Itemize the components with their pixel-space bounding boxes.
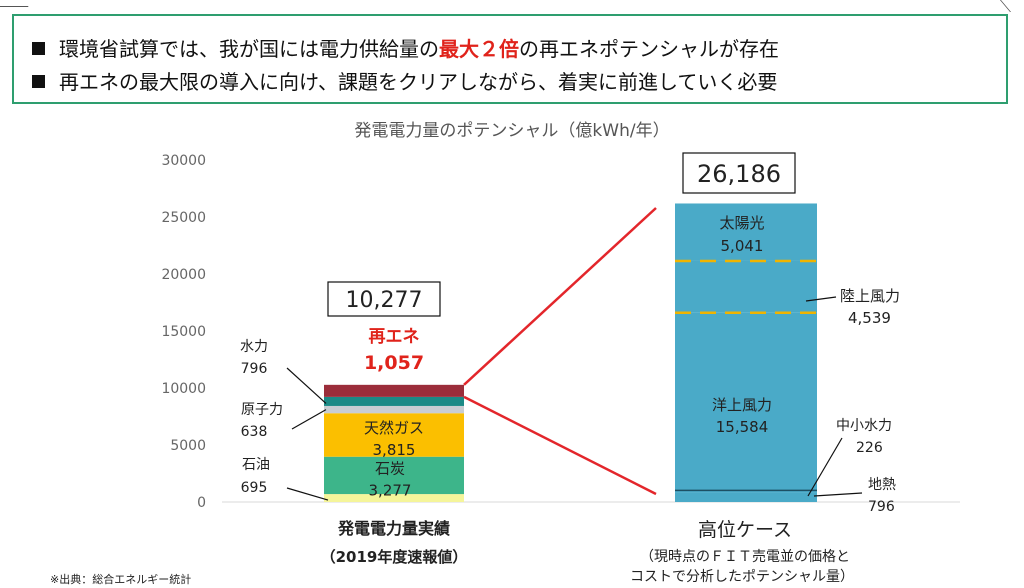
leader-line-oil xyxy=(286,487,329,501)
label-oil-value: 695 xyxy=(241,480,268,496)
total-box-potential xyxy=(682,152,796,194)
source-note: ※出典：総合エネルギー統計 xyxy=(50,573,192,586)
label-coal-value: 3,277 xyxy=(369,481,412,499)
bar-segment-lng xyxy=(324,413,464,457)
summary-line-1: 環境省試算では、我が国には電力供給量の最大２倍の再エネポテンシャルが存在 xyxy=(32,36,779,62)
total-label-actual: 10,277 xyxy=(346,288,423,313)
bar-segment-oil xyxy=(324,494,464,502)
label-onshore-wind-value: 4,539 xyxy=(848,309,891,327)
y-tick-label: 5000 xyxy=(170,438,206,454)
label-renewable-name: 再エネ xyxy=(369,327,420,347)
summary-box: 環境省試算では、我が国には電力供給量の最大２倍の再エネポテンシャルが存在 再エネ… xyxy=(12,14,1008,104)
connector-line-top xyxy=(463,207,657,386)
summary-line-2: 再エネの最大限の導入に向け、課題をクリアしながら、着実に前進していく必要 xyxy=(32,69,777,95)
label-small-hydro-value: 226 xyxy=(856,440,883,456)
category-label-actual: 発電電力量実績 xyxy=(337,519,450,538)
square-bullet-icon xyxy=(32,75,45,88)
leader-line-hydro xyxy=(286,367,327,404)
bar-segment-offshore_wind xyxy=(675,312,817,491)
label-geothermal-value: 796 xyxy=(868,499,895,515)
y-tick-label: 10000 xyxy=(161,381,206,397)
square-bullet-icon xyxy=(32,42,45,55)
label-solar-value: 5,041 xyxy=(721,237,764,255)
y-tick-label: 15000 xyxy=(161,324,206,340)
leader-line-geothermal xyxy=(813,492,863,497)
category-sublabel-potential-line2: コストで分析したポテンシャル量） xyxy=(630,569,854,585)
label-small-hydro-name: 中小水力 xyxy=(836,418,892,434)
category-sublabel-actual: （2019年度速報値） xyxy=(321,548,468,566)
leader-line-small-hydro xyxy=(807,437,843,497)
summary-line-1-pre: 環境省試算では、我が国には電力供給量の xyxy=(59,37,439,61)
leader-line-onshore-wind xyxy=(805,296,837,302)
label-onshore-wind-name: 陸上風力 xyxy=(840,287,900,305)
bar-segment-renewable xyxy=(324,384,464,397)
y-tick-label: 30000 xyxy=(161,153,206,169)
total-label-potential: 26,186 xyxy=(697,160,781,188)
label-lng-name: 天然ガス xyxy=(364,419,424,437)
bar-segment-coal xyxy=(324,456,464,495)
summary-line-2-text: 再エネの最大限の導入に向け、課題をクリアしながら、着実に前進していく必要 xyxy=(59,70,778,94)
y-tick-label: 25000 xyxy=(161,210,206,226)
connector-line-bottom xyxy=(463,395,657,496)
chart-title: 発電電力量のポテンシャル（億kWh/年） xyxy=(354,121,669,141)
label-coal-name: 石炭 xyxy=(375,459,405,477)
label-offshore-wind-name: 洋上風力 xyxy=(712,396,772,414)
label-solar-name: 太陽光 xyxy=(719,214,764,232)
label-lng-value: 3,815 xyxy=(373,441,416,459)
bar-segment-onshore_wind xyxy=(675,260,817,313)
label-geothermal-name: 地熱 xyxy=(868,477,896,493)
y-tick-label: 0 xyxy=(197,495,206,511)
label-nuclear-value: 638 xyxy=(241,424,268,440)
label-nuclear-name: 原子力 xyxy=(241,402,283,418)
summary-line-1-post: の再エネポテンシャルが存在 xyxy=(519,37,779,61)
leader-line-nuclear xyxy=(291,409,327,430)
bar-segment-small_hydro xyxy=(675,490,817,493)
bar-segment-solar xyxy=(675,203,817,261)
label-oil-name: 石油 xyxy=(242,457,270,473)
bar-segment-geothermal xyxy=(675,492,817,502)
label-offshore-wind-value: 15,584 xyxy=(716,418,769,436)
bar-segment-nuclear xyxy=(324,405,464,414)
label-hydro-name: 水力 xyxy=(240,339,268,355)
label-hydro-value: 796 xyxy=(241,361,268,377)
category-sublabel-potential-line1: （現時点のＦＩＴ売電並の価格と xyxy=(640,549,850,565)
label-renewable-value: 1,057 xyxy=(364,352,424,374)
summary-highlight: 最大２倍 xyxy=(439,37,519,61)
bar-segment-hydro xyxy=(324,396,464,406)
category-label-potential: 高位ケース xyxy=(698,519,792,541)
total-box-actual xyxy=(327,281,441,317)
y-tick-label: 20000 xyxy=(161,267,206,283)
